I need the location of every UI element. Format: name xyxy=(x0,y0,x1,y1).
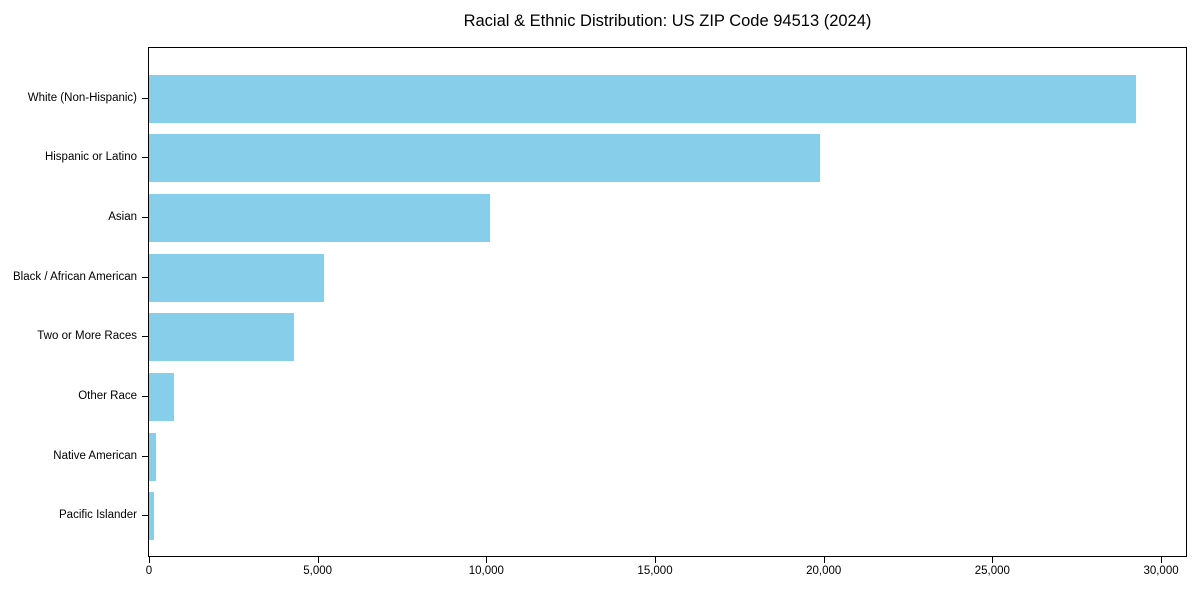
y-tick-mark xyxy=(142,455,148,457)
bar xyxy=(149,373,175,422)
x-tick-label: 0 xyxy=(145,565,153,577)
category-label: Pacific Islander xyxy=(59,509,137,522)
bar xyxy=(149,492,155,541)
x-tick-label: 20,000 xyxy=(806,565,842,577)
x-tick-label: 10,000 xyxy=(468,565,504,577)
plot-area xyxy=(148,47,1187,557)
bar xyxy=(149,134,821,183)
x-tick-mark xyxy=(655,557,657,563)
category-label: Asian xyxy=(108,210,137,223)
y-tick-mark xyxy=(142,276,148,278)
bar xyxy=(149,74,1136,123)
y-tick-mark xyxy=(142,97,148,99)
x-tick-mark xyxy=(149,557,150,563)
x-tick-label: 30,000 xyxy=(1143,565,1179,577)
x-tick-label: 15,000 xyxy=(637,565,673,577)
y-tick-mark xyxy=(142,216,148,218)
bar xyxy=(149,432,156,481)
category-label: Other Race xyxy=(78,390,137,403)
x-tick-mark xyxy=(992,557,994,563)
x-tick-mark xyxy=(823,557,825,563)
category-label: Black / African American xyxy=(13,270,137,283)
category-label: Native American xyxy=(53,449,137,462)
category-label: White (Non-Hispanic) xyxy=(27,91,137,104)
chart-title: Racial & Ethnic Distribution: US ZIP Cod… xyxy=(463,12,872,30)
y-tick-mark xyxy=(142,396,148,398)
category-label: Hispanic or Latino xyxy=(44,151,137,164)
y-tick-mark xyxy=(142,515,148,517)
x-tick-mark xyxy=(486,557,488,563)
x-tick-mark xyxy=(317,557,319,563)
bar xyxy=(149,313,295,362)
x-tick-label: 25,000 xyxy=(974,565,1010,577)
bar xyxy=(149,253,325,302)
y-tick-mark xyxy=(142,157,148,159)
bar xyxy=(149,193,490,242)
x-tick-label: 5,000 xyxy=(303,565,333,577)
y-tick-mark xyxy=(142,336,148,338)
x-tick-mark xyxy=(1161,557,1163,563)
category-label: Two or More Races xyxy=(37,330,137,343)
